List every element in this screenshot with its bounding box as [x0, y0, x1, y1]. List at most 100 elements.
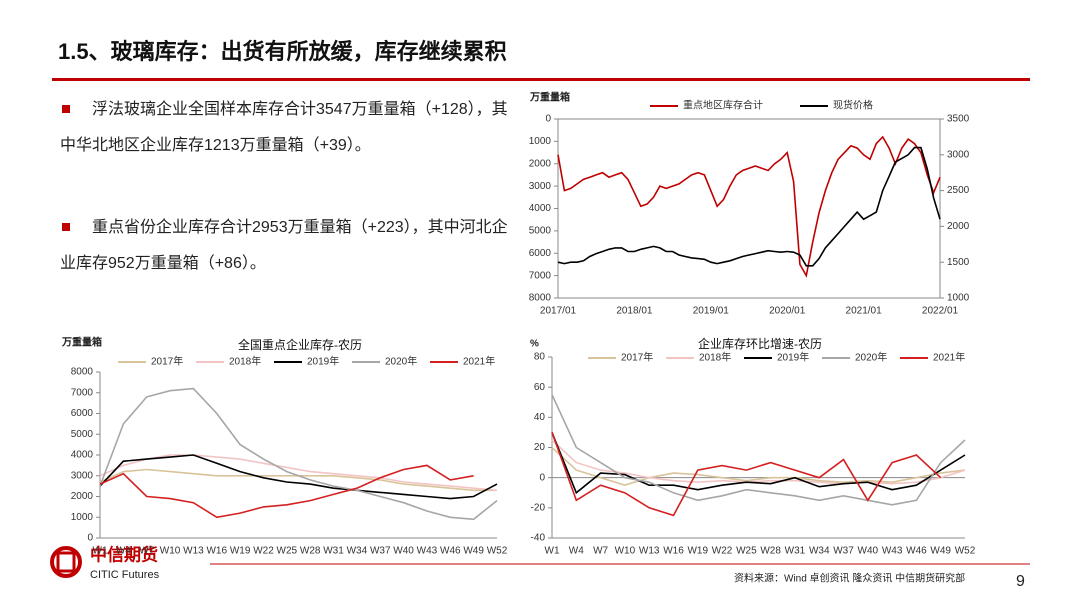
- y2-tick-label: 1500: [947, 257, 970, 268]
- x-tick-label: W28: [300, 546, 321, 557]
- title-rule: [52, 78, 1030, 81]
- logo-mark: [56, 551, 76, 573]
- y-tick-label: 40: [534, 412, 546, 423]
- y2-tick-label: 3000: [947, 149, 970, 160]
- chart-title: 企业库存环比增速-农历: [698, 336, 822, 351]
- logo-ring: [50, 546, 82, 578]
- x-tick-label: W46: [440, 546, 461, 557]
- y-tick-label: -40: [531, 533, 546, 544]
- x-tick-label: 2021/01: [846, 306, 883, 317]
- x-tick-label: W52: [487, 546, 508, 557]
- x-tick-label: W31: [323, 546, 344, 557]
- y-tick-label: 1000: [529, 136, 552, 147]
- y-tick-label: 6000: [71, 408, 94, 419]
- y-axis-label: 万重量箱: [529, 91, 570, 104]
- y-axis-label: 万重量箱: [61, 336, 102, 349]
- x-tick-label: W16: [663, 546, 684, 557]
- y-tick-label: 0: [539, 472, 545, 483]
- legend-label: 2020年: [855, 351, 887, 364]
- series-line: [557, 135, 941, 278]
- y-tick-label: 2000: [529, 158, 552, 169]
- legend-label: 重点地区库存合计: [683, 99, 763, 112]
- legend-label: 2019年: [777, 351, 809, 364]
- y-tick-label: 8000: [529, 293, 552, 304]
- y-axis-label: %: [530, 339, 539, 350]
- series-line: [99, 464, 474, 519]
- legend-label: 2021年: [933, 351, 965, 364]
- y-tick-label: 5000: [71, 429, 94, 440]
- x-tick-label: W28: [760, 546, 781, 557]
- x-tick-label: 2017/01: [540, 306, 577, 317]
- legend-label: 现货价格: [833, 99, 873, 112]
- y-tick-label: 3000: [71, 470, 94, 481]
- x-tick-label: W40: [393, 546, 414, 557]
- y-tick-label: 8000: [71, 367, 94, 378]
- legend-label: 2017年: [621, 351, 653, 364]
- y-tick-label: 1000: [71, 512, 94, 523]
- logo-name: 中信期货: [90, 544, 158, 564]
- x-tick-label: W43: [417, 546, 438, 557]
- source-note: 资料来源：Wind 卓创资讯 隆众资讯 中信期货研究部: [734, 572, 965, 585]
- slide-title: 1.5、玻璃库存：出货有所放缓，库存继续累积: [58, 39, 507, 64]
- y-tick-label: 7000: [71, 387, 94, 398]
- x-tick-label: W4: [116, 546, 131, 557]
- y-tick-label: -20: [531, 502, 546, 513]
- x-tick-label: W10: [615, 546, 636, 557]
- y2-tick-label: 3500: [947, 114, 970, 125]
- x-tick-label: W43: [882, 546, 903, 557]
- logo: [50, 546, 82, 578]
- legend-label: 2019年: [307, 355, 339, 368]
- legend-label: 2020年: [385, 355, 417, 368]
- x-tick-label: W25: [277, 546, 298, 557]
- bullet-marker: [62, 222, 70, 231]
- y-tick-label: 4000: [71, 450, 94, 461]
- x-tick-label: W52: [955, 546, 976, 557]
- x-tick-label: W16: [206, 546, 227, 557]
- y-tick-label: 0: [545, 114, 551, 125]
- x-tick-label: W49: [930, 546, 951, 557]
- bullet: 重点省份企业库存合计2953万重量箱（+223），其中河北企业库存952万重量箱…: [60, 210, 508, 282]
- series-line: [551, 439, 966, 485]
- x-tick-label: W46: [906, 546, 927, 557]
- page-number: 9: [1016, 573, 1025, 590]
- y-tick-label: 6000: [529, 248, 552, 259]
- x-tick-label: W34: [809, 546, 830, 557]
- bullet-text: 浮法玻璃企业全国样本库存合计3547万重量箱（+128），其中华北地区企业库存1…: [60, 101, 508, 154]
- x-tick-label: W19: [230, 546, 251, 557]
- x-tick-label: 2018/01: [616, 306, 653, 317]
- x-tick-label: 2019/01: [693, 306, 730, 317]
- y-tick-label: 20: [534, 442, 546, 453]
- x-tick-label: W13: [639, 546, 660, 557]
- y-tick-label: 7000: [529, 270, 552, 281]
- chart-title: 全国重点企业库存-农历: [238, 337, 362, 352]
- x-tick-label: W31: [785, 546, 806, 557]
- y2-tick-label: 2500: [947, 185, 970, 196]
- logo-name-en: CITIC Futures: [90, 569, 160, 581]
- y-tick-label: 60: [534, 382, 546, 393]
- x-tick-label: W25: [736, 546, 757, 557]
- y2-tick-label: 1000: [947, 293, 970, 304]
- bullet: 浮法玻璃企业全国样本库存合计3547万重量箱（+128），其中华北地区企业库存1…: [60, 92, 508, 164]
- x-tick-label: W4: [569, 546, 584, 557]
- series-line: [551, 432, 942, 517]
- y-tick-label: 0: [87, 533, 93, 544]
- y-tick-label: 4000: [529, 203, 552, 214]
- x-tick-label: W49: [463, 546, 484, 557]
- series-line: [99, 387, 498, 521]
- x-tick-label: 2020/01: [769, 306, 806, 317]
- y-tick-label: 5000: [529, 226, 552, 237]
- series-line: [557, 146, 941, 267]
- x-tick-label: W7: [139, 546, 154, 557]
- y-tick-label: 3000: [529, 181, 552, 192]
- x-tick-label: W40: [858, 546, 879, 557]
- series-line: [99, 454, 498, 500]
- series-line: [551, 394, 966, 506]
- x-tick-label: W1: [93, 546, 108, 557]
- x-tick-label: W7: [593, 546, 608, 557]
- legend-label: 2018年: [229, 355, 261, 368]
- x-tick-label: W13: [183, 546, 204, 557]
- x-tick-label: W19: [687, 546, 708, 557]
- x-tick-label: 2022/01: [922, 306, 959, 317]
